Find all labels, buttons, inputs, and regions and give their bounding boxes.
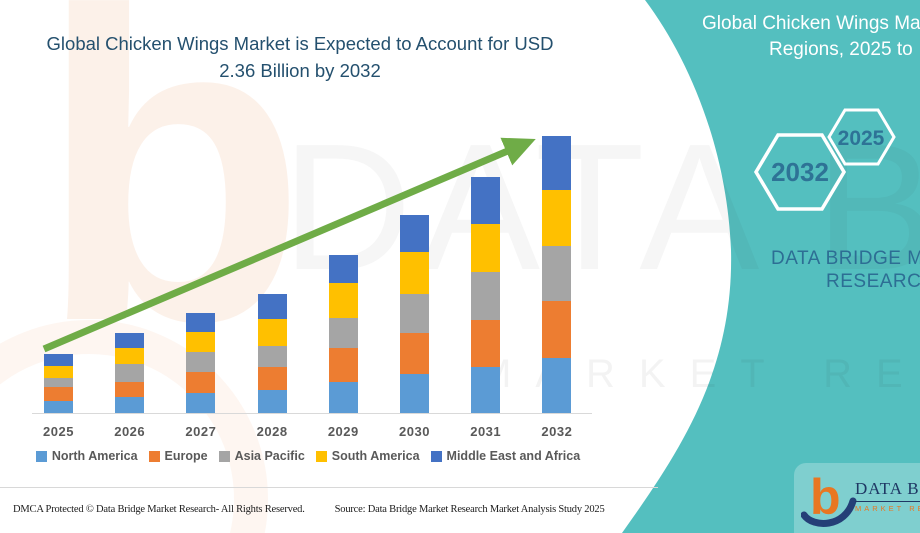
chart-title-line1: Global Chicken Wings Market is Expected … [46,33,554,54]
x-axis-label-2029: 2029 [327,424,359,439]
bar-segment-middle-east-and-africa-2027 [186,313,216,332]
bar-segment-north-america-2027 [186,393,216,413]
bar-segment-middle-east-and-africa-2028 [257,294,287,320]
legend-label-asia-pacific: Asia Pacific [234,449,305,463]
x-axis-line [32,413,592,414]
footer: DMCA Protected © Data Bridge Market Rese… [13,504,605,515]
bar-segment-north-america-2031 [471,367,501,413]
bar-segment-europe-2031 [471,320,501,368]
trend-arrow-line [42,137,536,353]
bar-segment-south-america-2031 [471,223,501,273]
bar-segment-middle-east-and-africa-2025 [44,354,73,367]
legend-item-europe: Europe [148,449,208,463]
bar-segment-asia-pacific-2026 [115,363,145,383]
chart-title-line2: 2.36 Billion by 2032 [219,59,381,81]
chart-title: Global Chicken Wings Market is Expected … [20,31,580,85]
legend-swatch-south-america [315,450,327,462]
bar-segment-europe-2027 [186,371,216,394]
bar-segment-europe-2026 [115,382,145,397]
logo-divider [855,501,920,502]
bar-segment-asia-pacific-2028 [257,346,287,368]
legend-item-middle-east-and-africa: Middle East and Africa [430,449,581,463]
bar-segment-north-america-2028 [257,389,287,413]
logo-b-glyph: b [810,469,841,525]
teal-panel-shape [622,0,920,533]
logo-name-text: DATA BRIDGE [855,479,920,498]
legend-item-asia-pacific: Asia Pacific [218,449,305,463]
bar-segment-asia-pacific-2029 [328,317,358,349]
legend-swatch-north-america [35,450,47,462]
legend-swatch-asia-pacific [218,450,230,462]
bar-segment-europe-2025 [44,387,73,402]
bar-segment-south-america-2027 [186,331,216,352]
x-axis-label-2031: 2031 [470,424,502,439]
bar-segment-europe-2028 [257,367,287,390]
x-axis-label-2027: 2027 [185,424,217,439]
bar-segment-south-america-2030 [400,252,429,295]
bar-segment-north-america-2025 [44,401,73,413]
brand-caption-line1: DATA BRIDGE MARKET [771,248,920,269]
hexagon-2025-label: 2025 [838,127,885,150]
x-axis-label-2026: 2026 [114,424,146,439]
legend-label-europe: Europe [164,449,208,463]
legend-label-north-america: North America [51,449,138,463]
bar-segment-asia-pacific-2025 [44,377,73,388]
hexagon-2032-label: 2032 [771,157,829,187]
bar-segment-south-america-2025 [44,366,73,378]
x-axis-label-2025: 2025 [43,424,74,439]
bar-segment-middle-east-and-africa-2031 [471,177,501,224]
logo-swoosh [801,497,857,527]
legend-item-north-america: North America [35,449,138,463]
bar-segment-europe-2030 [400,333,429,375]
x-axis-label-2028: 2028 [256,424,288,439]
logo-words: DATA BRIDGE MARKET RESEARCH [855,479,920,513]
bar-segment-middle-east-and-africa-2030 [400,214,429,253]
bar-segment-asia-pacific-2031 [471,272,501,321]
brand-caption-line2: RESEARCH [826,271,920,292]
dmca-notice: DMCA Protected © Data Bridge Market Rese… [13,504,305,515]
side-panel-heading-line2: Regions, 2025 to [769,39,913,60]
bar-segment-south-america-2032 [542,189,572,247]
bar-segment-north-america-2030 [400,374,429,413]
bar-segment-asia-pacific-2032 [542,246,572,302]
source-note: Source: Data Bridge Market Research Mark… [334,504,605,515]
bar-segment-south-america-2026 [115,348,145,364]
bar-segment-north-america-2029 [328,382,358,413]
legend-label-south-america: South America [331,449,420,463]
legend-swatch-middle-east-and-africa [430,450,442,462]
bar-segment-europe-2029 [328,348,358,383]
footer-divider-line [0,487,658,488]
legend: North America Europe Asia Pacific South Ame… [12,449,604,463]
bar-segment-middle-east-and-africa-2032 [542,135,572,190]
logo-tagline-text: MARKET RESEARCH [855,504,920,513]
hexagon-2025 [827,108,896,166]
bar-segment-south-america-2028 [257,319,287,347]
bar-segment-north-america-2026 [115,396,145,413]
databridge-logo-icon: b [801,469,857,527]
bar-segment-asia-pacific-2027 [186,351,216,372]
bar-segment-north-america-2032 [542,357,572,413]
x-axis-label-2032: 2032 [541,424,573,439]
x-axis-label-2030: 2030 [399,424,430,439]
legend-swatch-europe [148,450,160,462]
bar-segment-asia-pacific-2030 [400,294,429,334]
legend-item-south-america: South America [315,449,420,463]
side-panel-heading-line1: Global Chicken Wings Market [702,13,920,34]
bar-segment-south-america-2029 [328,282,358,318]
hexagon-2032 [753,133,847,211]
bar-segment-middle-east-and-africa-2029 [328,254,358,283]
bar-segment-europe-2032 [542,301,572,358]
legend-label-middle-east-and-africa: Middle East and Africa [446,449,581,463]
bar-segment-middle-east-and-africa-2026 [115,333,145,349]
